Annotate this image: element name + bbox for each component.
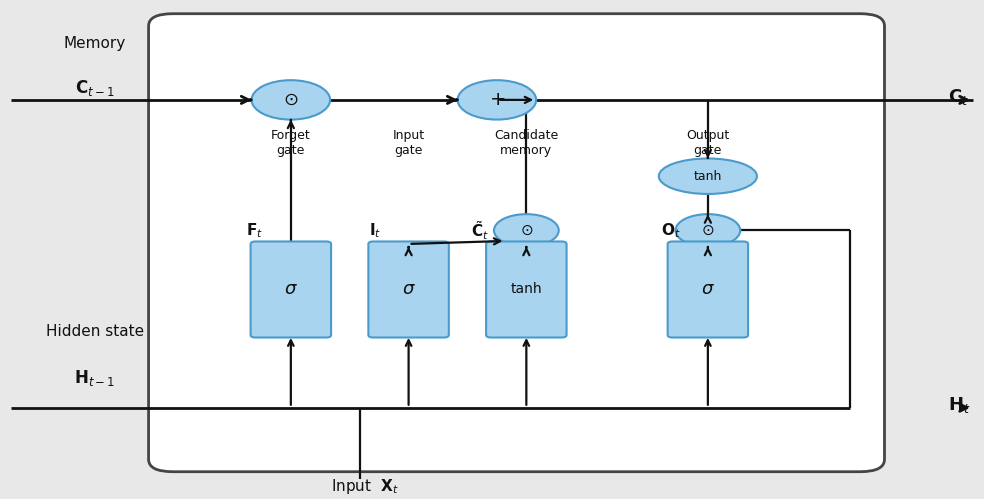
FancyBboxPatch shape	[368, 242, 449, 337]
Circle shape	[494, 214, 559, 247]
FancyBboxPatch shape	[667, 242, 748, 337]
Text: $\mathbf{I}_{t}$: $\mathbf{I}_{t}$	[369, 221, 381, 240]
FancyBboxPatch shape	[149, 13, 885, 472]
Text: Candidate
memory: Candidate memory	[494, 129, 559, 157]
FancyBboxPatch shape	[486, 242, 567, 337]
Text: $\odot$: $\odot$	[283, 91, 298, 109]
Text: $\tilde{\mathbf{C}}_{t}$: $\tilde{\mathbf{C}}_{t}$	[471, 219, 489, 242]
Text: $+$: $+$	[489, 90, 505, 109]
Text: $\mathbf{C}_{t}$: $\mathbf{C}_{t}$	[949, 87, 969, 107]
Text: Hidden state: Hidden state	[45, 324, 144, 339]
Text: $\sigma$: $\sigma$	[401, 280, 415, 298]
Text: Input  $\mathbf{X}_{t}$: Input $\mathbf{X}_{t}$	[331, 477, 399, 496]
Circle shape	[252, 80, 330, 120]
Text: $\mathbf{F}_{t}$: $\mathbf{F}_{t}$	[246, 221, 264, 240]
Text: $\mathbf{O}_{t}$: $\mathbf{O}_{t}$	[661, 221, 680, 240]
Text: $\odot$: $\odot$	[702, 223, 714, 238]
Text: Output
gate: Output gate	[686, 129, 729, 157]
FancyBboxPatch shape	[251, 242, 331, 337]
Text: $\sigma$: $\sigma$	[284, 280, 298, 298]
Text: $\mathbf{H}_{t}$: $\mathbf{H}_{t}$	[949, 395, 971, 415]
Text: $\sigma$: $\sigma$	[701, 280, 714, 298]
Text: $\mathbf{H}_{t-1}$: $\mathbf{H}_{t-1}$	[74, 368, 115, 388]
Text: Forget
gate: Forget gate	[271, 129, 311, 157]
Text: tanh: tanh	[694, 170, 722, 183]
Text: $\odot$: $\odot$	[520, 223, 533, 238]
Text: $\mathbf{C}_{t-1}$: $\mathbf{C}_{t-1}$	[75, 77, 114, 98]
Text: Memory: Memory	[64, 36, 126, 51]
Text: tanh: tanh	[511, 282, 542, 296]
Ellipse shape	[659, 159, 757, 194]
Circle shape	[458, 80, 536, 120]
Text: Input
gate: Input gate	[393, 129, 425, 157]
Circle shape	[675, 214, 740, 247]
